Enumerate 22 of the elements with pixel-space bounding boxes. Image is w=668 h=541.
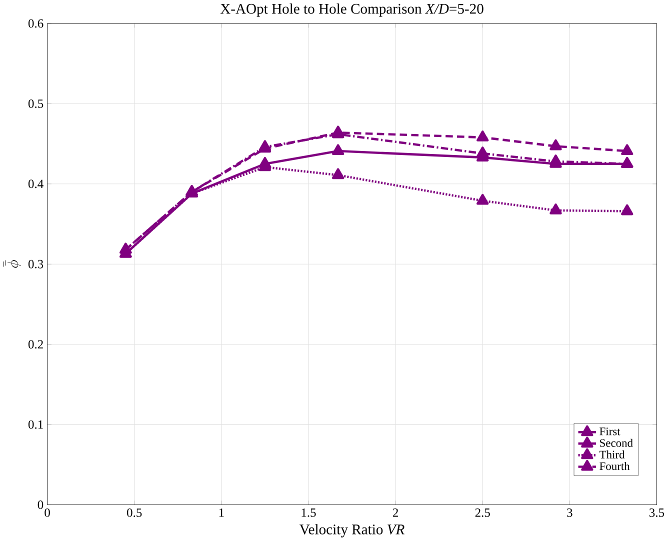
y-tick-label: 0.4: [28, 180, 44, 188]
y-tick-label: 0: [38, 500, 44, 510]
x-tick-label: 2.5: [475, 508, 490, 517]
y-axis-title: $\bar{\bar{\phi}}$: [3, 260, 21, 268]
legend-label: Second: [600, 438, 633, 447]
x-axis-title: Velocity Ratio VR: [300, 524, 404, 538]
x-tick-label: 1: [219, 508, 224, 517]
legend-label: Fourth: [600, 462, 630, 470]
y-tick-label: 0.6: [28, 19, 44, 28]
x-tick-label: 1.5: [302, 508, 316, 517]
x-tick-label: 3: [567, 508, 572, 517]
x-tick-label: 3.5: [650, 508, 664, 517]
y-tick-label: 0.1: [28, 420, 43, 429]
legend-label: First: [600, 428, 620, 436]
x-tick-label: 0.5: [127, 508, 142, 518]
x-tick-label: 0: [44, 508, 50, 517]
x-tick-label: 2: [392, 508, 398, 517]
y-tick-label: 0.5: [28, 100, 44, 108]
legend-label: Third: [600, 450, 625, 459]
y-tick-label: 0.3: [28, 260, 44, 268]
y-tick-label: 0.2: [28, 340, 43, 349]
chart-title: X-AOpt Hole to Hole Comparison X/D=5-20: [220, 4, 484, 17]
